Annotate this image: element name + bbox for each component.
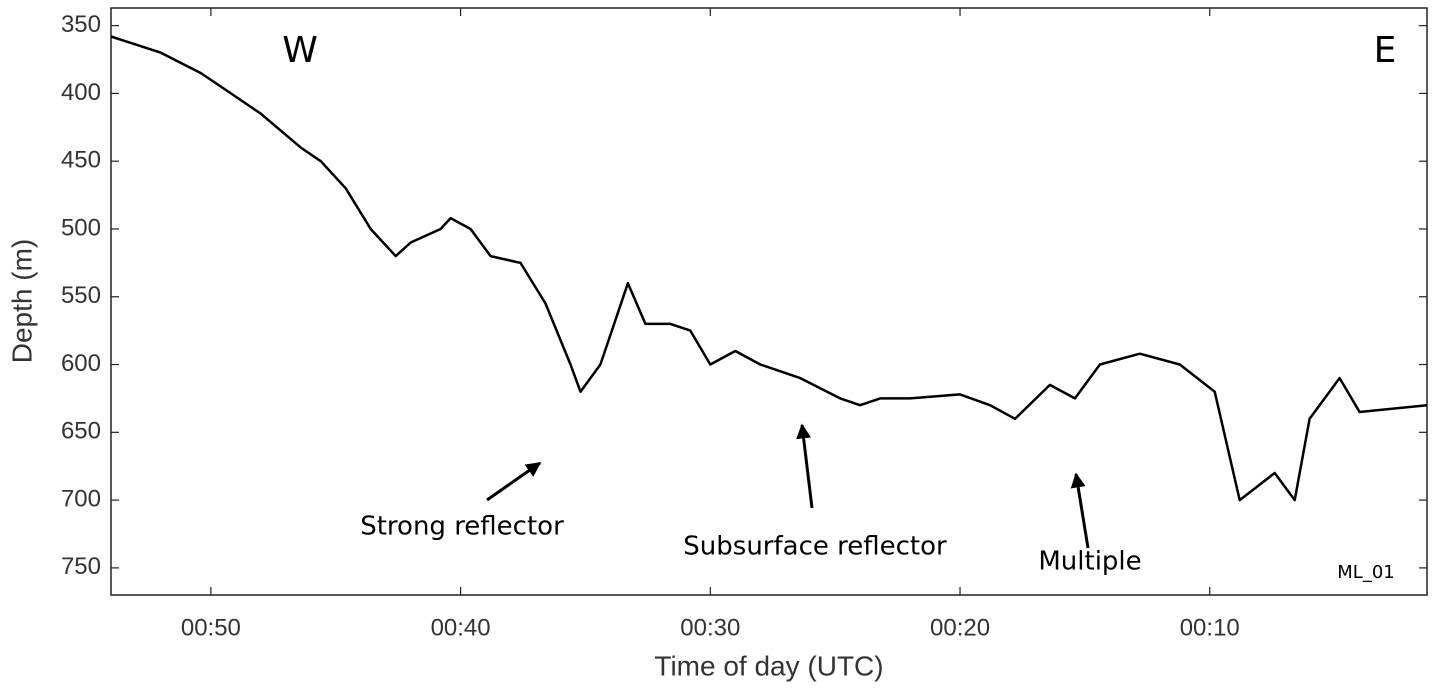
y-tick-label: 500	[61, 214, 101, 241]
x-tick-label: 00:30	[680, 614, 740, 641]
annotation: ML_01	[1337, 562, 1394, 583]
x-tick-label: 00:10	[1180, 614, 1240, 641]
arrow	[796, 423, 814, 509]
annotation: Subsurface reflector	[683, 532, 947, 562]
annotation: Strong reflector	[360, 512, 564, 542]
y-tick-label: 700	[61, 485, 101, 512]
y-tick-label: 450	[61, 147, 101, 174]
x-axis-label: Time of day (UTC)	[654, 650, 883, 681]
seafloor-trace	[110, 35, 1428, 502]
y-axis-label: Depth (m)	[6, 239, 37, 363]
y-tick-label: 600	[61, 350, 101, 377]
annotation: W	[282, 30, 318, 71]
annotation: Multiple	[1038, 547, 1141, 577]
x-tick-label: 00:20	[930, 614, 990, 641]
y-tick-label: 400	[61, 79, 101, 106]
arrow	[486, 461, 542, 502]
y-tick-label: 650	[61, 418, 101, 445]
x-tick-label: 00:40	[431, 614, 491, 641]
y-tick-label: 550	[61, 282, 101, 309]
plot-frame	[110, 7, 1428, 596]
annotation: E	[1374, 30, 1397, 71]
y-tick-label: 350	[61, 11, 101, 38]
x-tick-label: 00:50	[181, 614, 241, 641]
y-tick-label: 750	[61, 553, 101, 580]
arrow	[1070, 472, 1090, 549]
